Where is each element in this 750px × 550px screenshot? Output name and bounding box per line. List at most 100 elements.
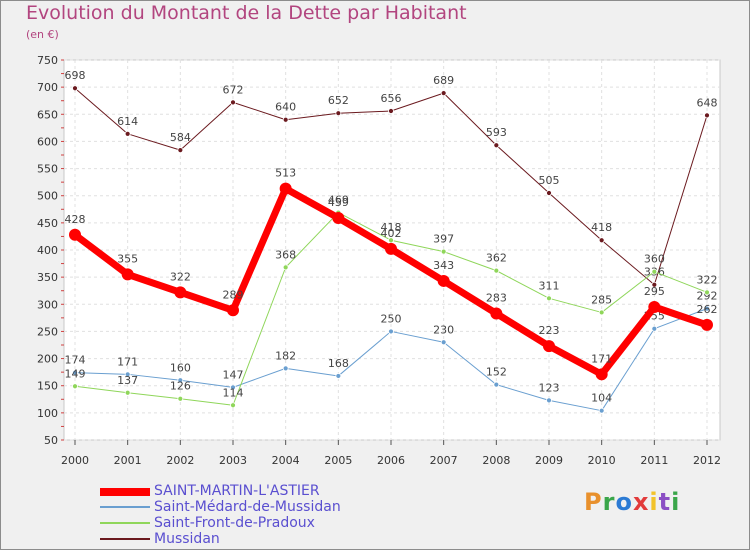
y-tick-label: 300 bbox=[37, 298, 58, 311]
data-point bbox=[651, 268, 658, 275]
data-point bbox=[490, 307, 503, 320]
logo-letter: x bbox=[632, 488, 650, 516]
data-point bbox=[440, 90, 447, 97]
data-point bbox=[230, 384, 236, 391]
series-saint-martin-l-astier: 428 355 322 289 513 459 402 343 283 223 171 295 262 bbox=[65, 167, 718, 381]
data-label: 355 bbox=[117, 252, 138, 265]
y-tick-label: 200 bbox=[37, 353, 58, 366]
data-label: 123 bbox=[539, 381, 560, 394]
y-tick-label: 650 bbox=[37, 108, 58, 121]
data-point bbox=[335, 373, 342, 379]
data-point bbox=[279, 182, 292, 195]
data-point bbox=[282, 365, 289, 372]
data-point bbox=[388, 237, 394, 244]
y-tick-label: 250 bbox=[37, 325, 58, 338]
data-point bbox=[648, 301, 661, 313]
legend-swatch bbox=[100, 538, 150, 540]
data-label: 652 bbox=[328, 94, 349, 107]
y-tick-label: 600 bbox=[37, 135, 58, 148]
data-point bbox=[282, 116, 289, 123]
data-label: 171 bbox=[591, 352, 612, 365]
x-tick-label: 2010 bbox=[588, 454, 616, 467]
legend-label: SAINT-MARTIN-L'ASTIER bbox=[154, 483, 320, 499]
data-label: 469 bbox=[328, 194, 349, 207]
data-point bbox=[124, 130, 131, 137]
y-tick-label: 150 bbox=[37, 380, 58, 393]
logo-letter: r bbox=[602, 488, 616, 516]
y-tick-label: 550 bbox=[37, 163, 58, 176]
data-label: 689 bbox=[433, 74, 454, 87]
data-label: 362 bbox=[486, 252, 507, 265]
data-label: 285 bbox=[591, 293, 612, 306]
data-point bbox=[388, 328, 394, 335]
data-label: 459 bbox=[328, 196, 349, 209]
data-label: 149 bbox=[65, 367, 86, 380]
data-label: 360 bbox=[644, 253, 665, 266]
x-tick-label: 2003 bbox=[219, 454, 247, 467]
series-saint-front-de-pradoux: 149 137 126 114 368 469 418 397 362 311 285 360 322 bbox=[65, 194, 718, 409]
data-point bbox=[440, 248, 447, 255]
data-point bbox=[72, 383, 78, 390]
data-label: 174 bbox=[65, 354, 86, 367]
x-tick-label: 2012 bbox=[693, 454, 721, 467]
data-label: 147 bbox=[223, 368, 244, 381]
data-label: 513 bbox=[275, 167, 296, 180]
x-tick-label: 2004 bbox=[272, 454, 300, 467]
y-tick-label: 500 bbox=[37, 190, 58, 203]
data-point bbox=[651, 281, 658, 288]
data-label: 505 bbox=[539, 174, 560, 187]
data-label: 584 bbox=[170, 131, 191, 144]
data-label: 283 bbox=[486, 292, 507, 305]
data-point bbox=[493, 142, 500, 149]
data-point bbox=[546, 190, 552, 196]
x-tick-label: 2006 bbox=[377, 454, 405, 467]
data-point bbox=[546, 295, 552, 302]
data-point bbox=[177, 395, 184, 402]
data-label: 171 bbox=[117, 355, 138, 368]
data-label: 126 bbox=[170, 380, 191, 393]
data-label: 311 bbox=[539, 279, 560, 292]
data-label: 368 bbox=[275, 248, 296, 261]
x-tick-label: 2007 bbox=[430, 454, 458, 467]
logo-letter: i bbox=[671, 488, 681, 516]
data-label: 614 bbox=[117, 115, 138, 128]
data-point bbox=[546, 397, 552, 404]
x-tick-label: 2005 bbox=[324, 454, 352, 467]
data-point bbox=[437, 274, 450, 287]
logo-letter: i bbox=[649, 488, 659, 516]
data-point bbox=[72, 369, 78, 376]
data-point bbox=[704, 112, 710, 119]
data-label: 230 bbox=[433, 323, 454, 336]
data-label: 182 bbox=[275, 349, 296, 362]
data-point bbox=[385, 242, 397, 255]
data-point bbox=[124, 389, 131, 396]
data-point bbox=[230, 99, 236, 106]
data-label: 698 bbox=[65, 69, 86, 82]
data-label: 402 bbox=[381, 227, 402, 240]
y-tick-label: 350 bbox=[37, 271, 58, 284]
legend-swatch bbox=[100, 522, 150, 524]
unit-label: (en €) bbox=[26, 28, 59, 41]
data-label: 250 bbox=[381, 312, 402, 325]
y-tick-label: 400 bbox=[37, 244, 58, 257]
data-point bbox=[230, 402, 236, 409]
x-tick-label: 2008 bbox=[482, 454, 510, 467]
x-tick-label: 2009 bbox=[535, 454, 563, 467]
data-point bbox=[651, 325, 658, 332]
logo-letter: t bbox=[658, 488, 672, 516]
legend-label: Saint-Front-de-Pradoux bbox=[154, 515, 315, 531]
data-point bbox=[124, 371, 131, 378]
data-point bbox=[72, 85, 78, 92]
x-tick-label: 2000 bbox=[61, 454, 89, 467]
data-point bbox=[440, 339, 447, 346]
data-label: 160 bbox=[170, 361, 191, 374]
data-label: 295 bbox=[644, 285, 665, 298]
data-point bbox=[388, 108, 394, 114]
legend-label: Saint-Médard-de-Mussidan bbox=[154, 499, 341, 515]
data-label: 168 bbox=[328, 357, 349, 370]
data-label: 343 bbox=[433, 259, 454, 272]
data-label: 104 bbox=[591, 392, 612, 405]
data-label: 322 bbox=[170, 270, 191, 283]
y-tick-label: 450 bbox=[37, 217, 58, 230]
